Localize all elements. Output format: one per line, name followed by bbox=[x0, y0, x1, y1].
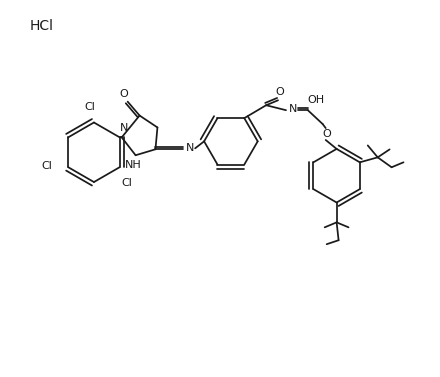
Text: N: N bbox=[186, 143, 194, 153]
Text: HCl: HCl bbox=[29, 19, 53, 33]
Text: O: O bbox=[119, 89, 128, 99]
Text: NH: NH bbox=[125, 160, 142, 170]
Text: O: O bbox=[323, 129, 331, 139]
Text: OH: OH bbox=[307, 95, 324, 105]
Text: N: N bbox=[120, 123, 128, 133]
Text: N: N bbox=[289, 104, 297, 114]
Text: Cl: Cl bbox=[84, 101, 95, 112]
Text: Cl: Cl bbox=[41, 161, 52, 171]
Text: Cl: Cl bbox=[122, 178, 132, 188]
Text: O: O bbox=[276, 87, 284, 97]
